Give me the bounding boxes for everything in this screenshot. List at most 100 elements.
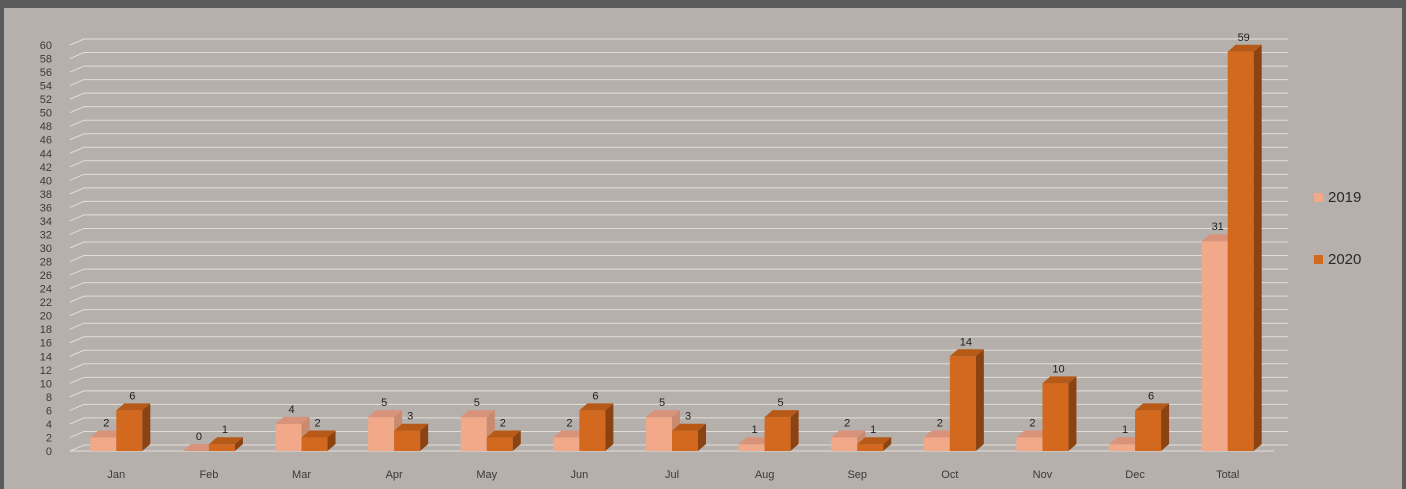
bar-front <box>368 417 395 451</box>
bar-top <box>553 430 588 438</box>
data-label: 6 <box>1148 390 1154 402</box>
bar-front <box>90 437 117 451</box>
bar-top <box>1201 234 1236 242</box>
bar-top <box>949 349 984 357</box>
bar-side <box>1161 403 1170 451</box>
gridline <box>69 349 1288 357</box>
bar-front <box>1016 437 1043 451</box>
bar-front <box>857 444 884 451</box>
gridline <box>69 390 1288 398</box>
y-tick-label: 26 <box>40 270 52 282</box>
bar-top <box>1042 376 1077 384</box>
bar-front <box>831 437 858 451</box>
y-tick-label: 54 <box>40 81 52 93</box>
data-label: 2 <box>1029 417 1035 429</box>
bar-front <box>1042 383 1069 451</box>
data-label: 2 <box>500 417 506 429</box>
data-label: 1 <box>222 424 228 436</box>
bar-side <box>142 403 151 451</box>
y-tick-label: 50 <box>40 108 52 120</box>
x-tick-label: Apr <box>386 469 403 481</box>
bar-front <box>208 444 235 451</box>
data-label: 6 <box>592 390 598 402</box>
x-tick-label: Total <box>1216 469 1239 481</box>
bar-front <box>116 410 143 451</box>
data-label: 5 <box>778 397 784 409</box>
bar-side <box>512 430 521 451</box>
data-label: 31 <box>1212 221 1224 233</box>
bar-front <box>738 444 765 451</box>
x-tick-label: Jul <box>665 469 679 481</box>
gridline <box>69 227 1288 235</box>
y-tick-label: 44 <box>40 148 52 160</box>
bar-front <box>579 410 606 451</box>
bar-side <box>420 423 429 451</box>
y-tick-label: 32 <box>40 229 52 241</box>
x-tick-label: Jun <box>571 469 589 481</box>
bar-top <box>368 410 403 418</box>
legend-swatch <box>1314 255 1323 264</box>
bar-top <box>672 423 706 431</box>
bar-top <box>923 430 958 438</box>
gridline <box>69 119 1288 127</box>
gridline <box>69 200 1288 208</box>
y-tick-label: 34 <box>40 216 52 228</box>
bar-front <box>1201 241 1228 451</box>
y-tick-label: 6 <box>46 405 52 417</box>
bar-top <box>116 403 151 411</box>
bar-top <box>90 430 125 438</box>
gridline <box>69 430 1288 438</box>
data-label: 1 <box>752 424 758 436</box>
y-tick-label: 46 <box>40 135 52 147</box>
y-tick-label: 40 <box>40 175 52 187</box>
bar-front <box>1109 444 1136 451</box>
gridline <box>69 146 1288 154</box>
y-tick-label: 2 <box>46 432 52 444</box>
gridline <box>69 106 1288 114</box>
gridline <box>69 92 1288 100</box>
x-tick-label: Mar <box>292 469 311 481</box>
data-label: 5 <box>381 397 387 409</box>
gridline <box>69 282 1288 290</box>
gridline <box>69 322 1288 330</box>
gridline <box>69 214 1288 222</box>
gridline <box>69 241 1288 249</box>
bar-side <box>883 437 892 451</box>
bar-side <box>975 349 984 451</box>
y-tick-label: 60 <box>40 40 52 52</box>
bar-top <box>646 410 680 418</box>
data-label: 6 <box>129 390 135 402</box>
bar-front <box>646 417 672 451</box>
bar-top <box>831 430 866 438</box>
bar-top <box>1227 44 1262 52</box>
gridline <box>69 309 1288 317</box>
y-tick-label: 48 <box>40 121 52 133</box>
data-label: 2 <box>103 417 109 429</box>
bar-side <box>1253 44 1262 452</box>
y-tick-label: 58 <box>40 54 52 66</box>
gridline <box>69 255 1288 262</box>
data-label: 1 <box>1122 424 1128 436</box>
y-tick-label: 52 <box>40 94 52 106</box>
gridline <box>69 133 1288 141</box>
data-label: 4 <box>288 404 294 416</box>
y-tick-label: 14 <box>40 351 52 363</box>
y-tick-label: 36 <box>40 202 52 214</box>
bar-front <box>1227 51 1254 452</box>
gridline <box>69 38 1288 46</box>
x-tick-label: Nov <box>1033 469 1053 481</box>
bar-top <box>394 423 429 431</box>
data-label: 10 <box>1052 363 1064 375</box>
legend-swatch <box>1314 193 1323 202</box>
bar-side <box>605 403 614 451</box>
bar-front <box>764 417 791 451</box>
data-label: 3 <box>685 411 691 423</box>
gridline <box>69 268 1288 276</box>
bar-front <box>1135 410 1162 451</box>
x-tick-label: Feb <box>199 469 218 481</box>
y-tick-label: 42 <box>40 162 52 174</box>
data-label: 3 <box>407 411 413 423</box>
gridline <box>69 295 1288 303</box>
bar-side <box>234 437 243 451</box>
bar-side <box>1068 376 1077 451</box>
